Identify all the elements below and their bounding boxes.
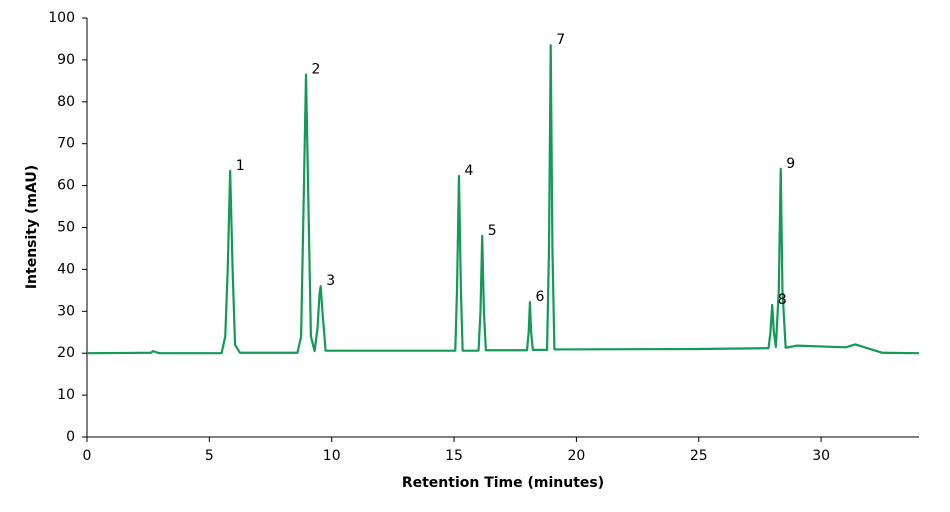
peak-label: 7 (556, 32, 565, 48)
y-tick-label: 40 (57, 261, 75, 277)
y-tick-label: 80 (57, 94, 75, 110)
x-tick-label: 10 (323, 448, 341, 464)
peak-label: 6 (535, 289, 544, 305)
x-axis-title: Retention Time (minutes) (402, 475, 604, 491)
chromatogram-line (86, 44, 920, 355)
y-tick-label: 100 (48, 10, 75, 26)
y-tick-label: 90 (57, 52, 75, 68)
x-tick-label: 30 (812, 448, 830, 464)
peak-label: 1 (236, 158, 245, 174)
peak-label: 3 (326, 273, 335, 289)
y-tick-label: 30 (57, 303, 75, 319)
peak-label: 4 (464, 163, 473, 179)
peak-label: 2 (312, 62, 321, 78)
peak-label: 5 (488, 223, 497, 239)
x-tick-label: 5 (205, 448, 214, 464)
y-tick-label: 20 (57, 345, 75, 361)
y-tick-label: 60 (57, 178, 75, 194)
x-tick-label: 20 (567, 448, 585, 464)
x-tick-label: 15 (445, 448, 463, 464)
peak-label: 9 (786, 156, 795, 172)
x-tick-label: 0 (83, 448, 92, 464)
y-axis-title: Intensity (mAU) (24, 165, 40, 289)
y-tick-label: 50 (57, 220, 75, 236)
peak-label: 8 (778, 292, 787, 308)
y-tick-label: 70 (57, 136, 75, 152)
x-tick-label: 25 (690, 448, 708, 464)
y-tick-label: 0 (66, 429, 75, 445)
y-tick-label: 10 (57, 387, 75, 403)
